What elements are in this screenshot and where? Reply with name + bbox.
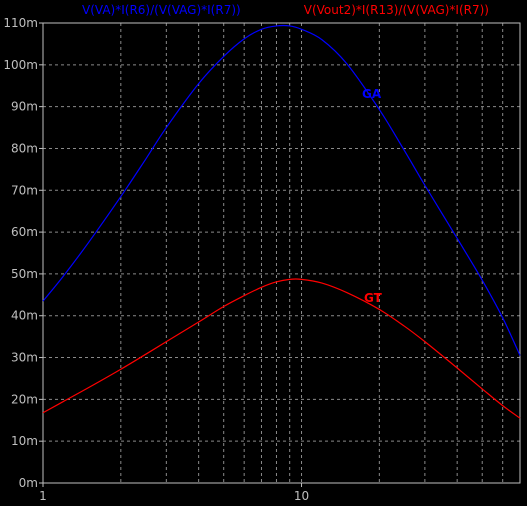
x-tick-label: 1 [39, 489, 47, 503]
y-tick-label: 70m [11, 183, 38, 197]
plot-frame [42, 22, 521, 484]
annotation-gt: GT [364, 291, 383, 305]
annotation-ga: GA [362, 87, 382, 101]
y-tick-label: 0m [19, 476, 38, 490]
series-title-ga[interactable]: V(VA)*I(R6)/(V(VAG)*I(R7)) [82, 3, 241, 17]
series-layer [42, 24, 521, 419]
y-tick-label: 30m [11, 351, 38, 365]
x-axis: 1 10 [39, 483, 309, 503]
y-tick-label: 100m [3, 58, 38, 72]
series-title-gt[interactable]: V(Vout2)*I(R13)/(V(VAG)*I(R7)) [304, 3, 489, 17]
y-tick-label: 50m [11, 267, 38, 281]
series-annotations: GA GT [362, 87, 383, 305]
y-tick-label: 10m [11, 434, 38, 448]
y-tick-label: 90m [11, 100, 38, 114]
series-line-ga [42, 24, 521, 356]
x-tick-label: 10 [294, 489, 309, 503]
y-axis: 0m 10m 20m 30m 40m 50m 60m 70m 80m 90m 100m 110m [3, 16, 43, 490]
y-tick-label: 110m [3, 16, 38, 30]
y-tick-label: 60m [11, 225, 38, 239]
y-tick-label: 80m [11, 141, 38, 155]
y-tick-label: 40m [11, 309, 38, 323]
series-line-gt [42, 278, 521, 419]
y-tick-label: 20m [11, 392, 38, 406]
trace-titles: V(VA)*I(R6)/(V(VAG)*I(R7)) V(Vout2)*I(R1… [82, 3, 489, 17]
grid-lines [43, 23, 520, 483]
